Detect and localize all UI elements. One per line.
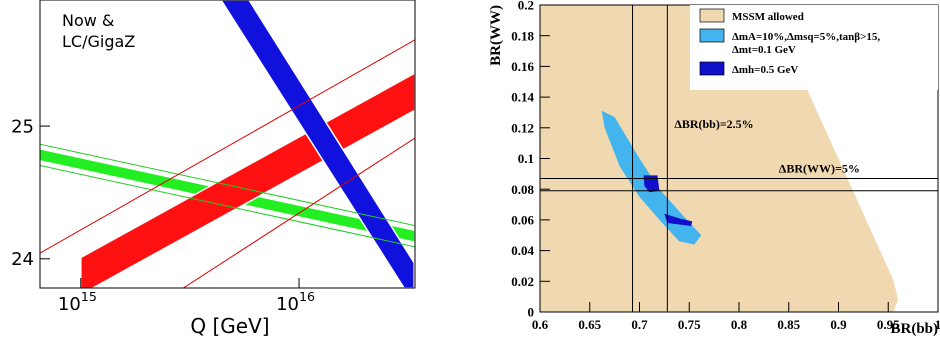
x-tick-label: 10 — [58, 294, 81, 315]
legend-label: ΔmA=10%,Δmsq=5%,tanβ>15, — [732, 31, 880, 43]
y-tick-label: 0.16 — [511, 59, 534, 74]
region — [643, 175, 660, 193]
y-axis-label: BR(WW) — [488, 5, 504, 66]
annotation: ΔBR(WW)=5% — [779, 161, 860, 175]
y-tick-label: 0.18 — [511, 28, 534, 43]
line — [183, 137, 415, 288]
annotation: ΔBR(bb)=2.5% — [674, 117, 753, 131]
legend-swatch — [699, 61, 725, 76]
y-tick-label: 25 — [11, 116, 34, 137]
y-tick-label: 0.1 — [518, 151, 534, 166]
legend-label: Δmh=0.5 GeV — [732, 64, 798, 76]
y-tick-label: 0.2 — [518, 0, 534, 13]
x-tick-label: 0.6 — [532, 317, 549, 332]
region — [220, 0, 415, 288]
legend-box — [690, 5, 938, 90]
x-tick-label: 0.95 — [877, 317, 900, 332]
y-tick-label: 0.12 — [511, 120, 534, 135]
annotation: LC/GigaZ — [62, 32, 135, 51]
frame — [39, 0, 416, 289]
x-tick-label: 0.75 — [678, 317, 701, 332]
plot-area — [540, 5, 938, 312]
x-tick-label: 0.8 — [731, 317, 748, 332]
x-axis-label: BR(bb) — [890, 321, 938, 337]
legend-swatch — [699, 8, 725, 23]
y-tick-label: 0.14 — [511, 90, 534, 105]
x-tick-label: 0.9 — [830, 317, 847, 332]
y-tick-label: 0 — [528, 305, 535, 320]
panel: 0 0.02 0.04 0.06 0.08 0.1 0.12 0.14 0.16 0.18 0.2 0… — [488, 0, 940, 337]
x-tick-label: 0.7 — [631, 317, 648, 332]
y-tick-label: 0.02 — [511, 274, 534, 289]
y-tick-label: 0.06 — [511, 212, 534, 227]
legend-label: Δmt=0.1 GeV — [732, 44, 796, 56]
x-tick-label: 1 — [935, 317, 940, 332]
y-tick-label: 0.08 — [511, 182, 534, 197]
legend: MSSM allowed ΔmA=10%,Δmsq=5%,tanβ>15,Δmt=… — [690, 5, 938, 90]
y-tick-label: 0.04 — [511, 243, 534, 258]
line — [40, 39, 415, 254]
annotation: Now & — [62, 11, 114, 30]
legend-label: MSSM allowed — [732, 11, 804, 23]
x-tick-label: 0.65 — [578, 317, 601, 332]
x-axis-label: Q [GeV] — [190, 314, 269, 338]
region — [664, 213, 693, 227]
region — [540, 5, 899, 312]
x-tick-exponent: 15 — [81, 289, 97, 304]
legend-swatch — [699, 28, 725, 43]
x-tick-label: 10 — [276, 294, 299, 315]
plot-area — [40, 0, 415, 288]
y-tick-label: 24 — [11, 249, 34, 270]
x-tick-exponent: 16 — [299, 289, 315, 304]
x-tick-label: 0.85 — [777, 317, 800, 332]
line — [40, 143, 415, 227]
line — [40, 164, 415, 248]
